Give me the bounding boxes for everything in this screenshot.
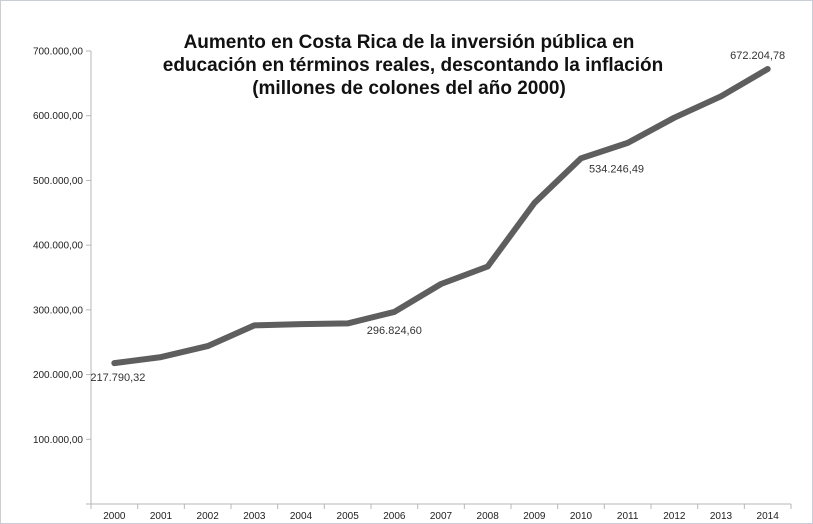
y-tick-label: 600.000,00 (33, 111, 83, 122)
x-tick-label: 2003 (243, 511, 266, 522)
x-tick-label: 2005 (337, 511, 360, 522)
y-tick-label: 300.000,00 (33, 305, 83, 316)
data-label: 672.204,78 (730, 50, 785, 62)
x-tick-label: 2001 (150, 511, 173, 522)
x-tick-label: 2012 (663, 511, 686, 522)
data-label: 296.824,60 (367, 325, 422, 337)
data-label: 534.246,49 (589, 163, 644, 175)
y-tick-label: 500.000,00 (33, 176, 83, 187)
chart-axes (90, 51, 791, 505)
x-tick-label: 2004 (290, 511, 313, 522)
y-tick-label: 200.000,00 (33, 370, 83, 381)
x-tick-label: 2007 (430, 511, 453, 522)
x-tick-label: 2010 (570, 511, 593, 522)
x-tick-label: 2014 (757, 511, 780, 522)
x-tick-label: 2009 (523, 511, 546, 522)
series-group (111, 66, 771, 367)
data-labels: 217.790,32 296.824,60 534.246,49 672.204,78 (90, 50, 785, 384)
chart-title-line-1: Aumento en Costa Rica de la inversión pú… (184, 32, 635, 53)
x-tick-label: 2008 (477, 511, 500, 522)
y-tick-label: 700.000,00 (33, 47, 83, 58)
y-tick-label: 100.000,00 (33, 435, 83, 446)
x-tick-label: 2011 (617, 511, 639, 522)
y-tick-label: 400.000,00 (33, 241, 83, 252)
chart-title: Aumento en Costa Rica de la inversión pú… (163, 32, 663, 99)
data-label: 217.790,32 (90, 372, 145, 384)
x-tick-label: 2002 (197, 511, 220, 522)
chart-title-line-2: educación en términos reales, descontand… (163, 55, 663, 76)
x-axis-ticks: 2000 2001 2002 2003 2004 2005 2006 2007 2008 2009… (90, 504, 792, 522)
x-tick-label: 2000 (103, 511, 126, 522)
y-axis-ticks: 100.000,00 200.000,00 300.000,00 400.000,00… (33, 47, 91, 505)
x-tick-label: 2013 (710, 511, 733, 522)
series-line (111, 66, 771, 367)
x-tick-label: 2006 (383, 511, 406, 522)
chart-title-line-3: (millones de colones del año 2000) (252, 78, 566, 99)
